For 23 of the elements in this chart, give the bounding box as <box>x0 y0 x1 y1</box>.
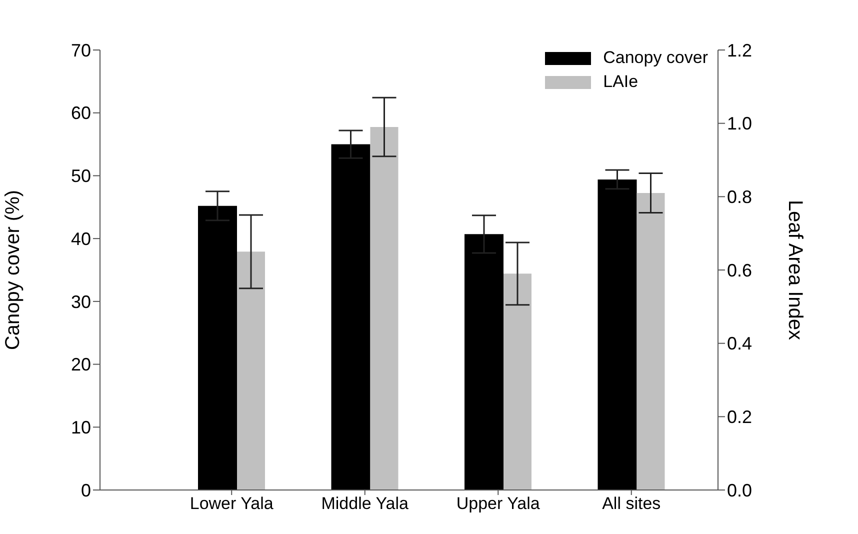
x-tick-label: All sites <box>602 494 661 514</box>
y-tick-label: 50 <box>70 166 91 186</box>
y2-tick-label: 0.4 <box>727 334 752 354</box>
y-tick-label: 30 <box>70 292 91 312</box>
legend-label: Canopy cover <box>603 48 708 68</box>
y-tick-label: 70 <box>70 40 91 60</box>
y2-tick-label: 1.0 <box>727 114 752 134</box>
legend-label: LAIe <box>603 72 638 92</box>
y2-tick-label: 0.8 <box>727 187 752 208</box>
y-tick-label: 0 <box>80 480 91 500</box>
y-tick-label: 60 <box>70 103 91 124</box>
x-tick-label: Lower Yala <box>190 494 274 514</box>
y2-axis-title: Leaf Area Index <box>784 200 806 340</box>
x-tick-label: Middle Yala <box>321 494 410 514</box>
y2-tick-label: 0.2 <box>727 407 752 428</box>
y2-tick-label: 1.2 <box>727 40 752 60</box>
y2-tick-label: 0.6 <box>727 260 752 280</box>
y-tick-label: 40 <box>70 228 91 249</box>
y-tick-label: 10 <box>70 418 91 438</box>
y-axis-title: Canopy cover (%) <box>2 190 24 350</box>
x-tick-label: Upper Yala <box>456 494 540 514</box>
y2-tick-label: 0.0 <box>727 480 752 500</box>
y-tick-label: 20 <box>70 354 91 375</box>
